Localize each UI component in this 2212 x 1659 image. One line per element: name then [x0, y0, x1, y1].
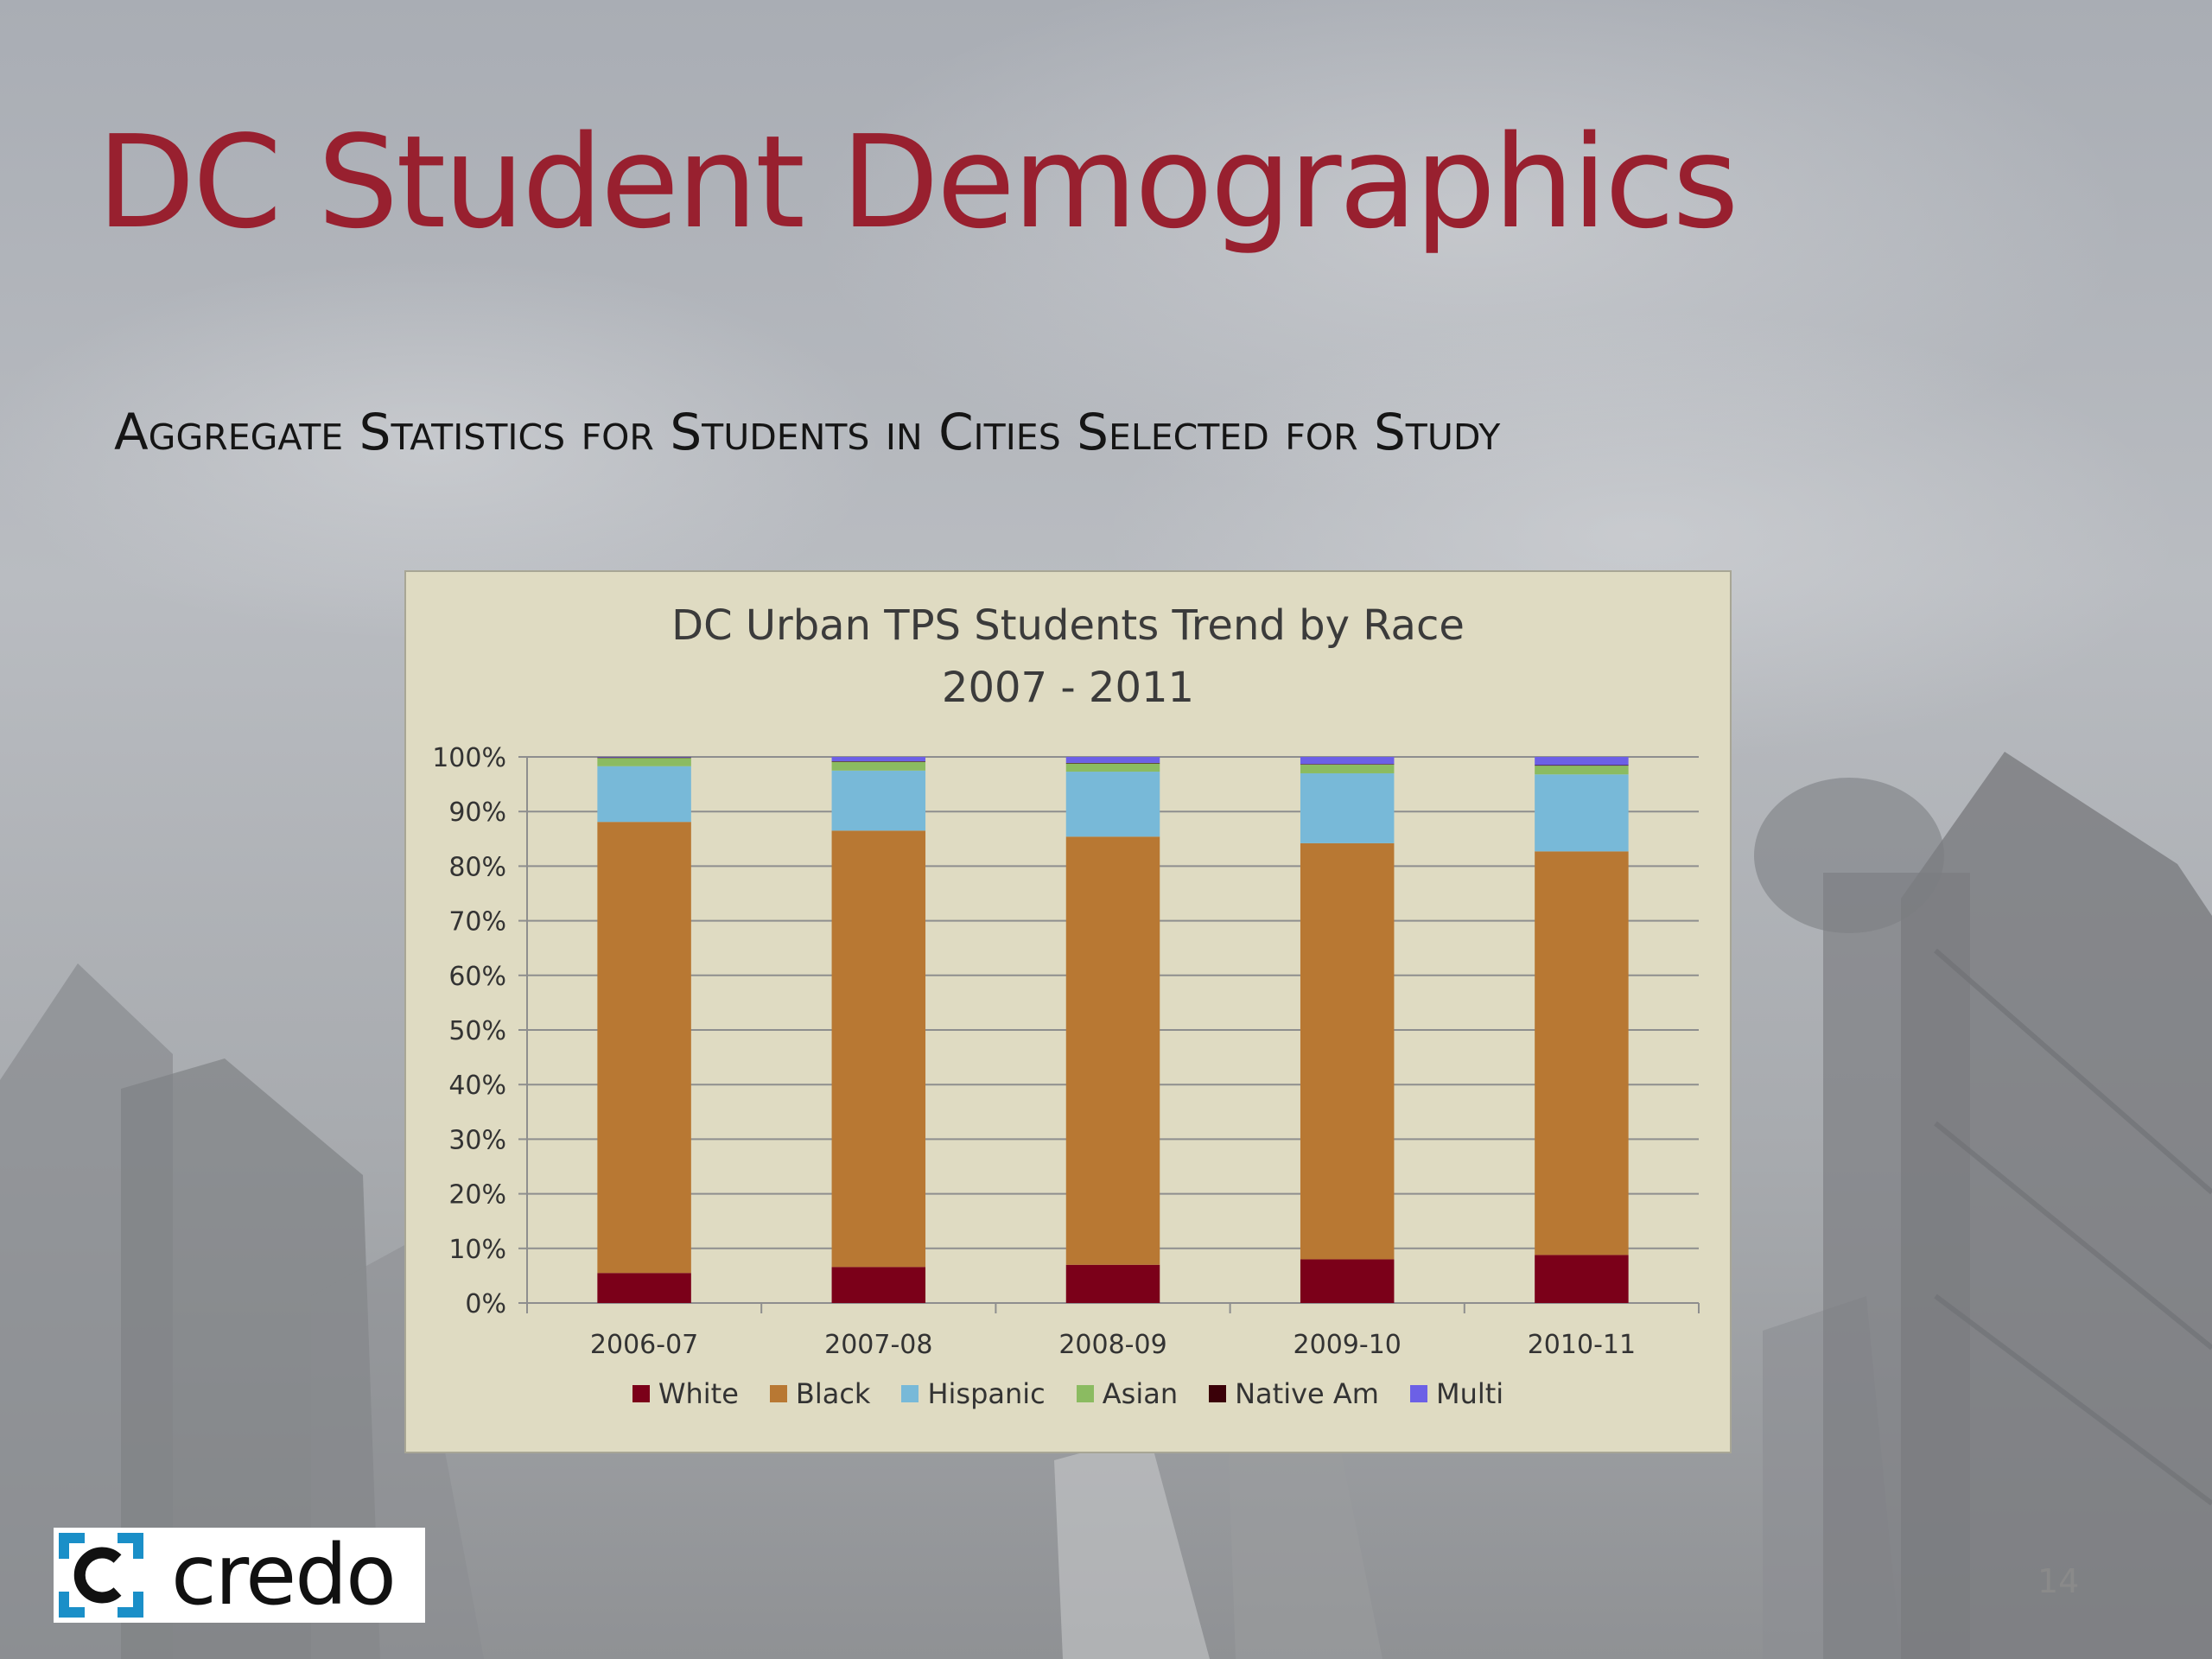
x-tick-label: 2009-10: [1294, 1330, 1402, 1360]
x-tick-label: 2006-07: [590, 1330, 698, 1360]
credo-logo: credo: [54, 1528, 425, 1623]
legend-swatch: [1076, 1385, 1094, 1402]
legend-swatch: [769, 1385, 787, 1402]
chart-title: DC Urban TPS Students Trend by Race: [671, 601, 1465, 650]
page-number: 14: [2037, 1562, 2080, 1600]
bar-segment-white: [1535, 1255, 1629, 1303]
bar-segment-white: [1300, 1259, 1395, 1303]
bar-segment-hispanic: [1300, 772, 1395, 843]
legend-label: Hispanic: [927, 1377, 1046, 1410]
bar-segment-black: [1300, 842, 1395, 1260]
bar-segment-multi: [1535, 757, 1629, 766]
bar-segment-black: [831, 830, 926, 1268]
legend-swatch: [632, 1385, 650, 1402]
bar-segment-native-am: [1065, 762, 1160, 764]
y-tick-label: 50%: [448, 1016, 506, 1046]
legend-item: Black: [769, 1377, 871, 1410]
stacked-bar-chart: 0% 10% 20% 30% 40% 50% 60% 70% 80% 90% 100% 2006-07…: [432, 743, 1700, 1360]
legend-label: Asian: [1102, 1377, 1179, 1410]
bar-segment-asian: [1300, 764, 1395, 773]
credo-logo-icon: [54, 1528, 149, 1623]
bar-segment-native-am: [1300, 764, 1395, 765]
y-tick-label: 10%: [448, 1235, 506, 1265]
bar-segment-hispanic: [597, 766, 691, 823]
legend-item: White: [632, 1377, 739, 1410]
y-tick-label: 30%: [448, 1125, 506, 1155]
chart-panel: DC Urban TPS Students Trend by Race 2007…: [404, 570, 1732, 1453]
bar-segment-native-am: [1535, 765, 1629, 766]
bar-segment-native-am: [597, 757, 691, 759]
legend-label: Multi: [1435, 1377, 1504, 1410]
bar-segment-multi: [597, 757, 691, 758]
bar-segment-white: [1065, 1264, 1160, 1303]
legend-swatch: [1209, 1385, 1227, 1402]
bar-segment-multi: [831, 757, 926, 762]
legend-item: Native Am: [1209, 1377, 1379, 1410]
bar-segment-white: [831, 1267, 926, 1303]
y-tick-label: 20%: [448, 1180, 506, 1211]
legend-label: Native Am: [1235, 1377, 1379, 1410]
bar-segment-black: [1065, 836, 1160, 1265]
x-tick-label: 2008-09: [1058, 1330, 1166, 1360]
legend-label: White: [658, 1377, 739, 1410]
y-tick-label: 100%: [432, 743, 506, 773]
y-tick-label: 0%: [465, 1289, 506, 1319]
logo-text: credo: [171, 1527, 397, 1624]
legend-item: Multi: [1409, 1377, 1504, 1410]
bar-segment-black: [1535, 851, 1629, 1255]
chart-legend: White Black Hispanic Asian Native Am Multi: [406, 1377, 1730, 1410]
x-tick-label: 2010-11: [1528, 1330, 1636, 1360]
bar-segment-multi: [1300, 757, 1395, 765]
x-tick-label: 2007-08: [824, 1330, 932, 1360]
bar-segment-native-am: [831, 761, 926, 762]
y-tick-label: 90%: [448, 798, 506, 828]
legend-item: Asian: [1076, 1377, 1179, 1410]
y-tick-label: 80%: [448, 852, 506, 882]
bar-segment-asian: [831, 761, 926, 771]
bar-segment-hispanic: [831, 770, 926, 831]
bar-segment-asian: [1065, 763, 1160, 772]
legend-label: Black: [795, 1377, 871, 1410]
slide-subtitle: Aggregate Statistics for Students in Cit…: [114, 403, 1501, 461]
y-tick-label: 40%: [448, 1071, 506, 1101]
bar-segment-hispanic: [1065, 772, 1160, 837]
bar-segment-black: [597, 822, 691, 1274]
legend-item: Hispanic: [901, 1377, 1046, 1410]
y-tick-label: 60%: [448, 962, 506, 992]
slide-title: DC Student Demographics: [97, 108, 1739, 257]
legend-swatch: [901, 1385, 919, 1402]
y-tick-label: 70%: [448, 907, 506, 938]
bar-segment-asian: [597, 758, 691, 766]
bar-segment-asian: [1535, 766, 1629, 775]
legend-swatch: [1409, 1385, 1427, 1402]
bar-segment-hispanic: [1535, 774, 1629, 852]
chart-subtitle: 2007 - 2011: [941, 664, 1195, 712]
bar-segment-white: [597, 1273, 691, 1303]
bar-segment-multi: [1065, 757, 1160, 763]
